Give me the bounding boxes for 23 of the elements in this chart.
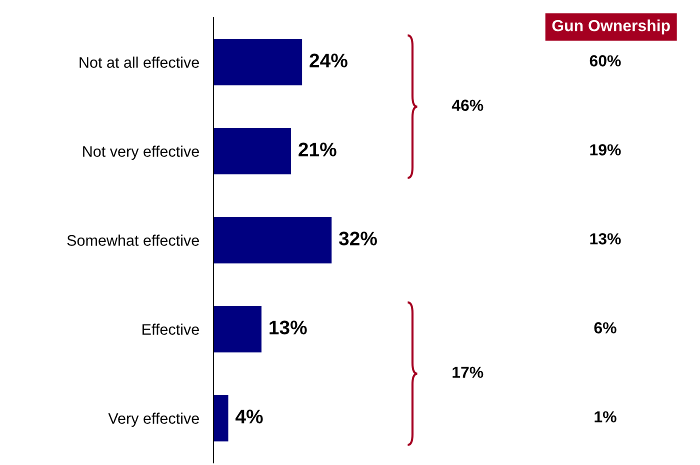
data-label: 13% <box>270 320 307 334</box>
text: Gun Ownership <box>552 20 670 34</box>
y-tick-label: Effective <box>142 324 199 335</box>
text: 13% <box>590 233 621 244</box>
data-label: 24% <box>310 54 348 68</box>
y-tick-label: Not at all effective <box>80 56 199 68</box>
data-label: 4% <box>236 410 263 424</box>
bar <box>214 395 228 442</box>
text: 1% <box>594 411 616 422</box>
data-label: 21% <box>298 142 336 156</box>
bar <box>214 128 292 174</box>
text: 17% <box>452 366 484 378</box>
text: 19% <box>590 144 621 156</box>
bar <box>214 217 332 264</box>
y-tick-label: Not very effective <box>83 146 199 160</box>
bar <box>214 306 262 352</box>
text: 6% <box>594 322 616 334</box>
data-label: 32% <box>338 232 377 246</box>
y-tick-label: Very effective <box>108 412 199 427</box>
bar <box>214 39 302 86</box>
text: 46% <box>452 100 484 111</box>
text: 60% <box>590 55 621 66</box>
y-tick-label: Somewhat effective <box>67 234 199 246</box>
